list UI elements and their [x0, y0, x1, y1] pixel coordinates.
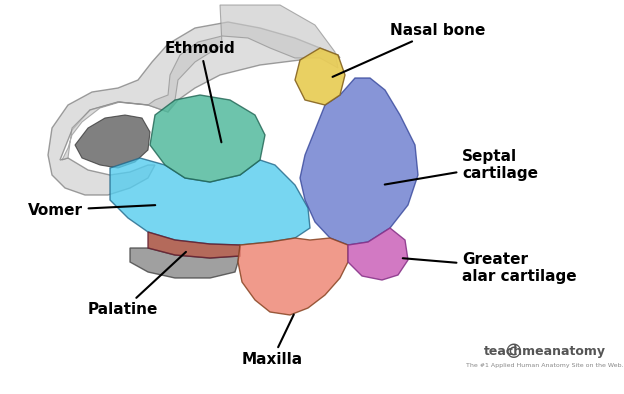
- Text: Vomer: Vomer: [28, 203, 155, 217]
- Text: Maxilla: Maxilla: [241, 314, 303, 368]
- Polygon shape: [238, 238, 348, 315]
- Polygon shape: [110, 158, 310, 245]
- Polygon shape: [150, 95, 265, 182]
- Polygon shape: [75, 115, 150, 168]
- Text: teachmeanatomy: teachmeanatomy: [484, 346, 606, 359]
- Polygon shape: [300, 78, 418, 245]
- Polygon shape: [348, 228, 408, 280]
- Text: ©: ©: [503, 342, 523, 362]
- Polygon shape: [62, 5, 338, 160]
- Text: Ethmoid: Ethmoid: [165, 41, 236, 142]
- Text: Septal
cartilage: Septal cartilage: [385, 149, 538, 184]
- Text: Nasal bone: Nasal bone: [333, 22, 485, 77]
- Text: Greater
alar cartilage: Greater alar cartilage: [402, 252, 577, 284]
- Polygon shape: [130, 245, 240, 278]
- Polygon shape: [295, 48, 345, 105]
- Polygon shape: [48, 22, 340, 195]
- Text: Palatine: Palatine: [88, 252, 186, 318]
- Text: The #1 Applied Human Anatomy Site on the Web.: The #1 Applied Human Anatomy Site on the…: [466, 364, 624, 368]
- Polygon shape: [148, 232, 240, 258]
